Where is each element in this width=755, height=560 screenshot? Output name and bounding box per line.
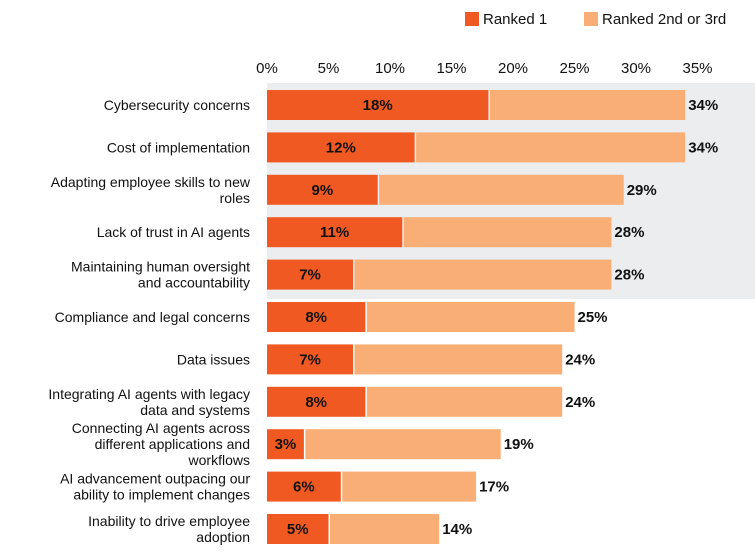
x-tick-label: 25%: [559, 60, 589, 77]
ranked-1-value-label: 5%: [287, 521, 309, 538]
category-label: Connecting AI agents across different app…: [72, 420, 250, 468]
total-value-label: 17%: [479, 479, 509, 496]
ranked-1-value-label: 18%: [363, 97, 393, 114]
category-label: Lack of trust in AI agents: [97, 224, 250, 240]
legend: Ranked 1 Ranked 2nd or 3rd: [465, 11, 726, 28]
bar-ranked-2nd-3rd: [366, 302, 575, 332]
ranked-1-value-label: 3%: [275, 436, 297, 453]
bars: 18% 34% 12% 34% 9% 29% 11% 28% 7% 28% 8% 25% 7% 24% 8%…: [267, 90, 718, 544]
ranked-1-value-label: 11%: [320, 224, 349, 241]
bar-ranked-1: [267, 217, 403, 248]
category-label: Integrating AI agents with legacy data an…: [48, 386, 250, 418]
bar-ranked-1: [267, 174, 378, 205]
ranked-1-value-label: 7%: [299, 267, 321, 284]
bar-ranked-2nd-3rd: [305, 429, 501, 460]
ranked-1-value-label: 12%: [326, 139, 356, 156]
category-label: Adapting employee skills to new roles: [51, 174, 251, 206]
total-value-label: 28%: [614, 224, 644, 241]
legend-label-2: Ranked 2nd or 3rd: [602, 11, 726, 28]
category-label: Cybersecurity concerns: [104, 97, 250, 113]
ranked-1-value-label: 6%: [293, 479, 315, 496]
bar-ranked-2nd-3rd: [403, 217, 612, 248]
total-value-label: 34%: [688, 139, 718, 156]
total-value-label: 34%: [688, 97, 718, 114]
ranked-1-value-label: 9%: [312, 182, 334, 199]
bar-ranked-1: [267, 259, 354, 290]
bar-ranked-2nd-3rd: [330, 514, 440, 544]
bar-ranked-2nd-3rd: [354, 259, 612, 290]
bar-ranked-1: [267, 471, 341, 502]
category-label: AI advancement outpacing our ability to i…: [60, 471, 250, 503]
x-tick-label: 30%: [621, 60, 651, 77]
total-value-label: 29%: [627, 182, 657, 199]
total-value-label: 28%: [614, 267, 644, 284]
bar-ranked-2nd-3rd: [354, 344, 563, 375]
x-tick-label: 15%: [436, 60, 466, 77]
bar-ranked-1: [267, 302, 366, 332]
bar-ranked-2nd-3rd: [489, 90, 686, 120]
category-label: Data issues: [177, 351, 250, 367]
category-label: Compliance and legal concerns: [55, 309, 250, 325]
category-label: Maintaining human oversight and accountab…: [71, 259, 250, 291]
bar-ranked-1: [267, 132, 415, 163]
legend-swatch-2: [584, 12, 598, 26]
bar-ranked-1: [267, 386, 366, 417]
ranked-1-value-label: 8%: [305, 309, 327, 326]
x-axis-ticks: 0% 5% 10% 15% 20% 25% 30% 35%: [256, 60, 712, 77]
category-label: Inability to drive employee adoption: [88, 513, 250, 545]
bar-ranked-1: [267, 344, 354, 375]
total-value-label: 24%: [565, 394, 595, 411]
category-label: Cost of implementation: [107, 139, 250, 155]
bar-ranked-1: [267, 90, 489, 120]
total-value-label: 19%: [504, 436, 534, 453]
total-value-label: 25%: [578, 309, 608, 326]
bar-ranked-1: [267, 429, 304, 460]
total-value-label: 24%: [565, 351, 595, 368]
bar-ranked-2nd-3rd: [379, 174, 624, 205]
bar-ranked-2nd-3rd: [366, 386, 563, 417]
category-labels: Cybersecurity concerns Cost of implementa…: [48, 97, 250, 545]
legend-swatch-1: [465, 12, 479, 26]
x-tick-label: 35%: [682, 60, 712, 77]
total-value-label: 14%: [442, 521, 472, 538]
x-tick-label: 5%: [318, 60, 340, 77]
legend-label-1: Ranked 1: [483, 11, 547, 28]
x-tick-label: 10%: [375, 60, 405, 77]
bar-ranked-1: [267, 514, 329, 544]
ranked-1-value-label: 8%: [305, 394, 327, 411]
bar-ranked-2nd-3rd: [342, 471, 477, 502]
x-tick-label: 0%: [256, 60, 278, 77]
x-tick-label: 20%: [498, 60, 528, 77]
bar-ranked-2nd-3rd: [416, 132, 686, 163]
ranked-1-value-label: 7%: [299, 351, 321, 368]
